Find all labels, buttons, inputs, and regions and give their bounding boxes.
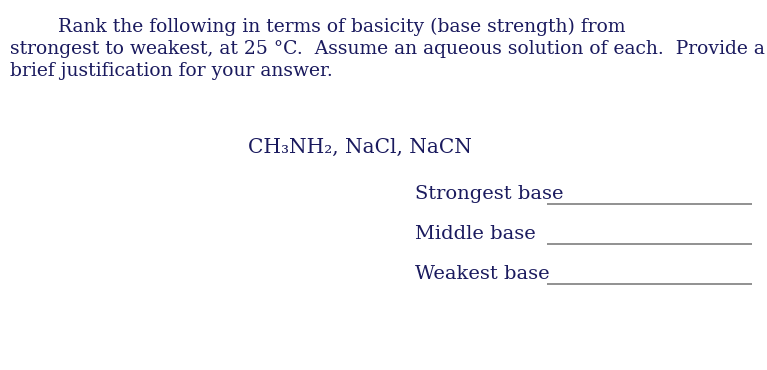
Text: strongest to weakest, at 25 °C.  Assume an aqueous solution of each.  Provide a: strongest to weakest, at 25 °C. Assume a… bbox=[10, 40, 765, 58]
Text: brief justification for your answer.: brief justification for your answer. bbox=[10, 62, 333, 80]
Text: CH₃NH₂, NaCl, NaCN: CH₃NH₂, NaCl, NaCN bbox=[248, 138, 472, 157]
Text: Strongest base: Strongest base bbox=[415, 185, 564, 203]
Text: Weakest base: Weakest base bbox=[415, 265, 550, 283]
Text: Rank the following in terms of basicity (base strength) from: Rank the following in terms of basicity … bbox=[10, 18, 626, 36]
Text: Middle base: Middle base bbox=[415, 225, 536, 243]
